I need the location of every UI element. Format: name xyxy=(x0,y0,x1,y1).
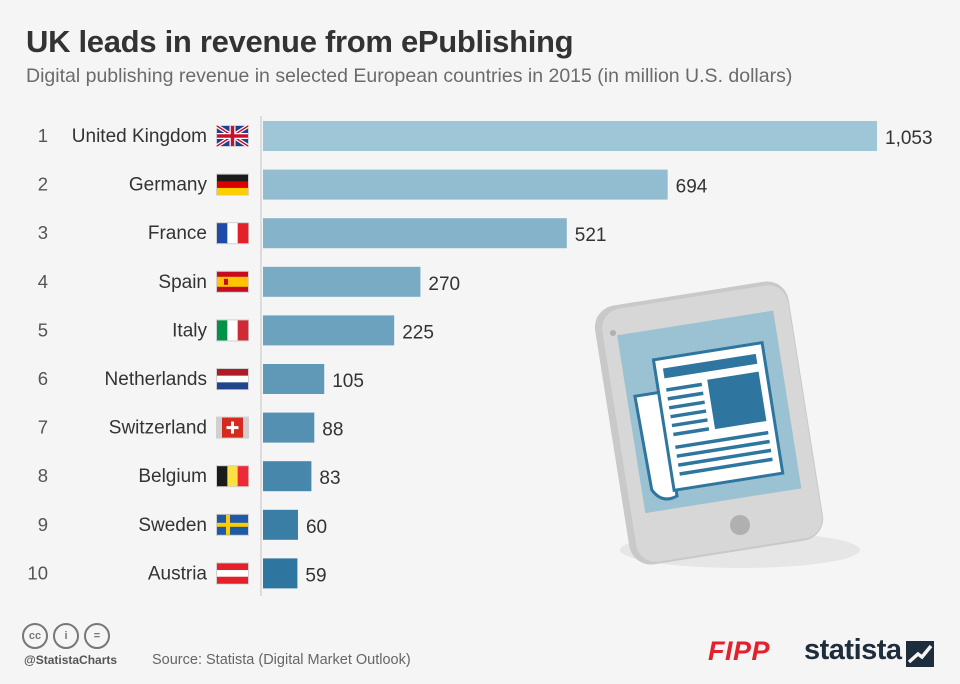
italy-flag-icon xyxy=(216,319,249,342)
bar[interactable] xyxy=(263,315,395,346)
value-label: 521 xyxy=(575,225,607,246)
france-flag-icon xyxy=(216,222,249,245)
rank-label: 7 xyxy=(38,417,48,438)
category-label: Spain xyxy=(158,272,207,293)
bar-row: 1 United Kingdom 1,053 xyxy=(38,121,933,151)
category-label: Belgium xyxy=(138,466,207,487)
category-label: Austria xyxy=(148,563,208,584)
bar-row: 4 Spain 270 xyxy=(38,266,460,297)
tablet-newspaper-icon xyxy=(594,281,860,568)
bar[interactable] xyxy=(263,121,877,151)
bar[interactable] xyxy=(263,461,312,492)
category-label: Sweden xyxy=(138,515,207,536)
bar-row: 5 Italy 225 xyxy=(38,315,434,346)
tablet-home-button xyxy=(730,515,750,535)
statista-logo[interactable]: statista xyxy=(804,634,902,666)
netherlands-flag-icon xyxy=(216,368,249,390)
cc-icon[interactable]: cc xyxy=(22,623,48,649)
value-label: 60 xyxy=(306,517,327,538)
bar[interactable] xyxy=(263,266,421,297)
rank-label: 3 xyxy=(38,222,48,243)
rank-label: 4 xyxy=(38,271,48,292)
germany-flag-icon xyxy=(216,173,249,196)
category-label: Germany xyxy=(129,175,208,196)
value-label: 225 xyxy=(402,322,434,343)
bar-row: 3 France 521 xyxy=(38,218,607,249)
sweden-flag-icon xyxy=(216,513,249,536)
value-label: 1,053 xyxy=(885,128,933,149)
bar[interactable] xyxy=(263,412,315,443)
category-label: Italy xyxy=(172,320,207,341)
bar[interactable] xyxy=(263,558,298,589)
category-label: Netherlands xyxy=(105,369,207,390)
bar[interactable] xyxy=(263,169,668,200)
category-label: France xyxy=(148,223,207,244)
by-icon[interactable]: i xyxy=(53,623,79,649)
rank-label: 2 xyxy=(38,174,48,195)
bar-row: 6 Netherlands 105 xyxy=(38,364,364,394)
chart-subtitle: Digital publishing revenue in selected E… xyxy=(26,65,793,87)
rank-label: 10 xyxy=(27,562,48,583)
value-label: 270 xyxy=(428,274,460,295)
belgium-flag-icon xyxy=(216,465,249,488)
bar-row: 9 Sweden 60 xyxy=(38,509,327,540)
bar[interactable] xyxy=(263,364,325,394)
bar-row: 2 Germany 694 xyxy=(38,169,708,200)
uk-flag-icon xyxy=(215,124,250,148)
statista-logo-mark xyxy=(906,641,934,667)
twitter-handle[interactable]: @StatistaCharts xyxy=(24,653,118,667)
value-label: 105 xyxy=(332,371,364,392)
source-note: Source: Statista (Digital Market Outlook… xyxy=(152,652,411,668)
fipp-logo[interactable]: FIPP xyxy=(708,636,771,666)
switzerland-flag-icon xyxy=(216,416,249,439)
rank-label: 9 xyxy=(38,514,48,535)
bar-row: 10 Austria 59 xyxy=(27,558,327,589)
austria-flag-icon xyxy=(216,562,249,585)
tablet-camera xyxy=(610,330,616,336)
chart-title: UK leads in revenue from ePublishing xyxy=(26,24,574,59)
newspaper-icon xyxy=(633,340,785,501)
rank-label: 5 xyxy=(38,319,48,340)
category-label: United Kingdom xyxy=(72,126,207,147)
bar-row: 8 Belgium 83 xyxy=(38,461,341,492)
rank-label: 6 xyxy=(38,368,48,389)
value-label: 88 xyxy=(322,420,343,441)
rank-label: 8 xyxy=(38,465,48,486)
value-label: 694 xyxy=(676,177,708,198)
spain-flag-icon xyxy=(216,270,249,293)
license-icons: cc i = xyxy=(22,623,110,649)
category-label: Switzerland xyxy=(109,418,207,439)
bar[interactable] xyxy=(263,509,298,540)
value-label: 59 xyxy=(305,565,326,586)
bar-row: 7 Switzerland 88 xyxy=(38,412,343,443)
bar[interactable] xyxy=(263,218,567,249)
nd-icon[interactable]: = xyxy=(84,623,110,649)
value-label: 83 xyxy=(319,468,340,489)
rank-label: 1 xyxy=(38,125,48,146)
